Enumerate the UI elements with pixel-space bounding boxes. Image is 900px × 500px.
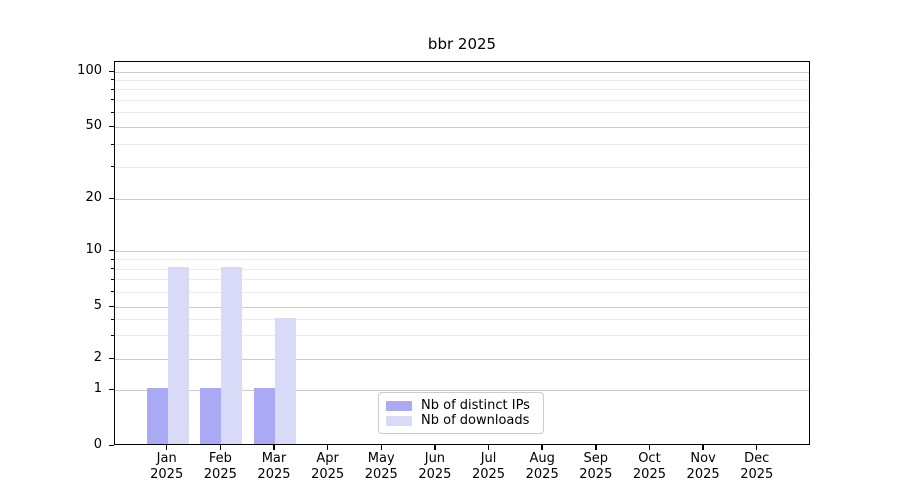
y-tick	[109, 249, 114, 251]
x-tick-label: Mar 2025	[257, 451, 291, 482]
x-tick-label: Jan 2025	[150, 451, 184, 482]
legend-label-distinct-ips: Nb of distinct IPs	[421, 398, 530, 413]
y-minor-tick	[111, 143, 114, 145]
x-tick-label: Feb 2025	[203, 451, 237, 482]
y-minor-tick	[111, 258, 114, 260]
x-tick	[756, 445, 758, 450]
bar-distinct-ips-jan	[146, 388, 168, 444]
y-minor-tick	[111, 88, 114, 90]
y-tick-label: 20	[85, 190, 102, 205]
legend: Nb of distinct IPs Nb of downloads	[378, 392, 544, 434]
y-tick	[109, 444, 114, 446]
x-tick	[326, 445, 329, 450]
x-tick	[648, 445, 651, 450]
x-tick	[702, 445, 704, 450]
legend-swatch-downloads	[386, 415, 412, 426]
y-minor-tick	[111, 334, 114, 336]
major-gridline	[115, 126, 809, 128]
y-tick-label: 1	[93, 381, 102, 396]
y-tick	[109, 357, 114, 359]
x-tick-label: Apr 2025	[311, 451, 345, 482]
bar-downloads-feb	[221, 267, 243, 444]
major-gridline	[115, 198, 809, 200]
bar-distinct-ips-feb	[200, 388, 222, 444]
x-tick	[541, 445, 543, 450]
x-tick	[487, 445, 490, 450]
chart-title: bbr 2025	[427, 35, 497, 53]
y-minor-tick	[111, 166, 114, 168]
y-minor-tick	[111, 99, 114, 101]
minor-gridline	[115, 319, 809, 321]
y-minor-tick	[111, 268, 114, 270]
x-tick-label: Dec 2025	[740, 451, 774, 482]
bar-distinct-ips-mar	[253, 388, 275, 444]
y-minor-tick	[111, 278, 114, 280]
y-minor-tick	[111, 318, 114, 320]
minor-gridline	[115, 79, 809, 81]
y-tick-label: 0	[93, 437, 102, 452]
y-tick	[109, 388, 114, 390]
x-tick-label: Nov 2025	[686, 451, 720, 482]
major-gridline	[115, 389, 809, 391]
x-tick-label: Jul 2025	[471, 451, 506, 482]
minor-gridline	[115, 335, 809, 337]
minor-gridline	[115, 279, 809, 281]
x-tick	[166, 445, 168, 450]
minor-gridline	[115, 291, 809, 293]
x-tick	[380, 445, 382, 450]
y-tick	[109, 197, 114, 199]
x-tick	[273, 445, 275, 450]
minor-gridline	[115, 112, 809, 114]
legend-item-distinct-ips: Nb of distinct IPs	[386, 398, 535, 413]
legend-swatch-distinct-ips	[386, 400, 412, 411]
plot-area	[114, 61, 810, 445]
y-tick-label: 10	[85, 242, 102, 257]
legend-item-downloads: Nb of downloads	[386, 413, 535, 428]
minor-gridline	[115, 99, 809, 101]
minor-gridline	[115, 89, 809, 91]
major-gridline	[115, 358, 809, 360]
x-tick-label: Sep 2025	[579, 451, 613, 482]
y-minor-tick	[111, 111, 114, 113]
x-tick	[219, 445, 222, 450]
y-tick-label: 5	[93, 298, 102, 313]
y-tick-label: 50	[85, 118, 102, 133]
major-gridline	[115, 250, 809, 252]
y-tick	[109, 305, 114, 307]
y-tick	[109, 125, 114, 127]
x-tick	[434, 445, 436, 450]
x-tick-label: Jun 2025	[418, 451, 452, 482]
major-gridline	[115, 306, 809, 308]
x-tick-label: Oct 2025	[632, 451, 666, 482]
minor-gridline	[115, 166, 809, 168]
bar-downloads-jan	[167, 267, 189, 444]
y-tick-label: 2	[93, 350, 102, 365]
minor-gridline	[115, 144, 809, 146]
legend-label-downloads: Nb of downloads	[421, 413, 530, 428]
y-minor-tick	[111, 291, 114, 293]
x-tick	[595, 445, 597, 450]
minor-gridline	[115, 259, 809, 260]
major-gridline	[115, 71, 809, 73]
y-tick	[109, 70, 114, 72]
y-minor-tick	[111, 79, 114, 81]
x-tick-label: Aug 2025	[525, 451, 559, 482]
x-tick-label: May 2025	[364, 451, 398, 482]
minor-gridline	[115, 268, 809, 270]
bar-downloads-mar	[274, 317, 296, 444]
y-tick-label: 100	[77, 63, 102, 78]
